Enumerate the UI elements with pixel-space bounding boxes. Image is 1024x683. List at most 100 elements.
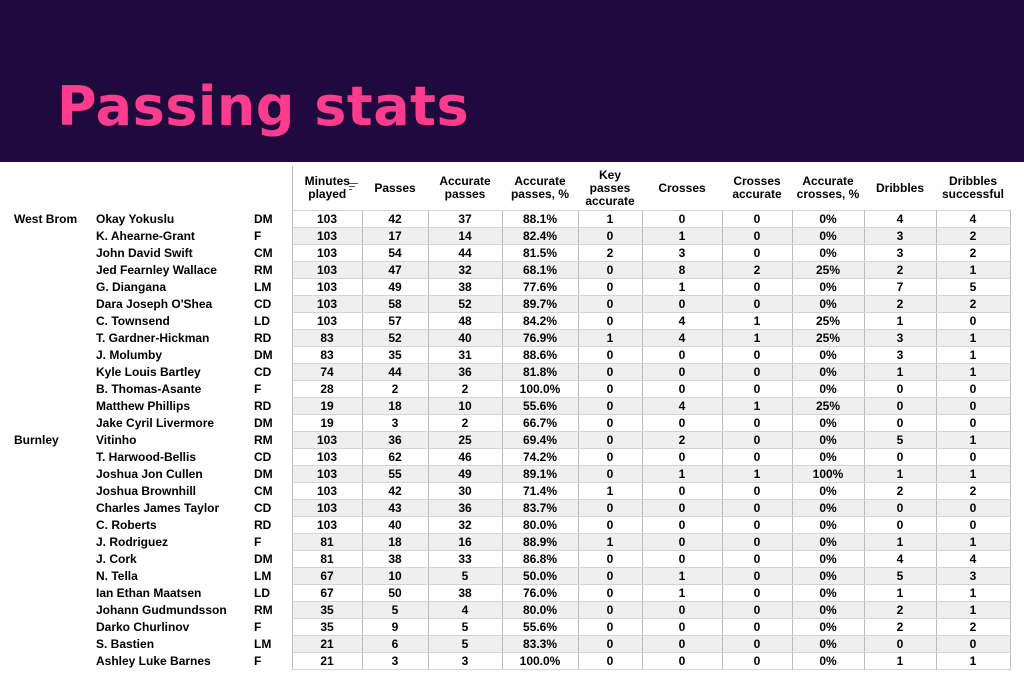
- accurate-passes-cell: 32: [427, 516, 502, 534]
- dribbles-successful-cell: 2: [935, 482, 1011, 500]
- player-name-cell: B. Thomas-Asante: [96, 382, 202, 396]
- dribbles-cell: 0: [863, 397, 936, 415]
- dribbles-cell: 0: [863, 414, 936, 432]
- accurate-crosses-pct-cell: 0%: [791, 499, 864, 517]
- crosses-cell: 0: [641, 414, 722, 432]
- dribbles-cell: 1: [863, 363, 936, 381]
- dribbles-cell: 2: [863, 618, 936, 636]
- dribbles-cell: 1: [863, 652, 936, 670]
- dribbles-cell: 1: [863, 584, 936, 602]
- key-passes-cell: 0: [577, 635, 642, 653]
- table-row: Kyle Louis Bartley CD 74 44 36 81.8% 0 0 0 0% 1 1: [8, 363, 1011, 381]
- crosses-cell: 2: [641, 431, 722, 449]
- passes-cell: 58: [361, 295, 428, 313]
- player-name-cell: C. Roberts: [96, 518, 157, 532]
- crosses-cell: 1: [641, 584, 722, 602]
- player-header: [90, 166, 248, 211]
- player-name-cell: Dara Joseph O'Shea: [96, 297, 213, 311]
- passes-cell: 38: [361, 550, 428, 568]
- table-header-row: Minutes played Passes Accurate passes Ac…: [8, 166, 1010, 211]
- position-cell: CM: [254, 484, 273, 498]
- position-cell: RM: [254, 603, 273, 617]
- crosses-cell: 8: [641, 261, 722, 279]
- accurate-passes-cell: 36: [427, 499, 502, 517]
- minutes-cell: 103: [291, 295, 362, 313]
- position-cell: DM: [254, 467, 273, 481]
- accurate-passes-pct-cell: 66.7%: [501, 414, 578, 432]
- passes-cell: 43: [361, 499, 428, 517]
- dribbles-successful-cell: 2: [935, 295, 1011, 313]
- team-cell: [8, 245, 90, 262]
- minutes-cell: 81: [291, 550, 362, 568]
- crosses-cell: 0: [641, 499, 722, 517]
- player-name-cell: Jake Cyril Livermore: [96, 416, 215, 430]
- dribbles-successful-cell: 0: [935, 414, 1011, 432]
- table-row: N. Tella LM 67 10 5 50.0% 0 1 0 0% 5 3: [8, 567, 1011, 585]
- accurate-passes-cell: 30: [427, 482, 502, 500]
- accurate-passes-cell: 32: [427, 261, 502, 279]
- table-row: J. Cork DM 81 38 33 86.8% 0 0 0 0% 4 4: [8, 550, 1011, 568]
- crosses-cell: 0: [641, 210, 722, 228]
- key-passes-cell: 0: [577, 346, 642, 364]
- dribbles-successful-cell: 1: [935, 652, 1011, 670]
- table-row: J. Molumby DM 83 35 31 88.6% 0 0 0 0% 3 1: [8, 346, 1011, 364]
- dribbles-successful-cell: 1: [935, 431, 1011, 449]
- accurate-passes-pct-cell: 89.1%: [501, 465, 578, 483]
- minutes-cell: 103: [291, 312, 362, 330]
- minutes-cell: 67: [291, 567, 362, 585]
- team-cell: [8, 500, 90, 517]
- accurate-passes-cell: 5: [427, 618, 502, 636]
- crosses-header: Crosses: [658, 180, 706, 195]
- position-cell: LM: [254, 637, 272, 651]
- key-passes-cell: 0: [577, 380, 642, 398]
- passes-cell: 3: [361, 414, 428, 432]
- key-passes-cell: 0: [577, 312, 642, 330]
- dribbles-header: Dribbles: [875, 180, 924, 195]
- player-name-cell: Ashley Luke Barnes: [96, 654, 211, 668]
- accurate-passes-pct-cell: 81.8%: [501, 363, 578, 381]
- dribbles-successful-header: Dribbles successful: [941, 174, 1005, 201]
- key-passes-cell: 0: [577, 567, 642, 585]
- dribbles-successful-cell: 0: [935, 312, 1011, 330]
- table-row: Dara Joseph O'Shea CD 103 58 52 89.7% 0 0 0 0% 2 2: [8, 295, 1011, 313]
- key-passes-cell: 0: [577, 295, 642, 313]
- team-cell: [8, 534, 90, 551]
- crosses-cell: 4: [641, 312, 722, 330]
- passes-cell: 2: [361, 380, 428, 398]
- passes-cell: 54: [361, 244, 428, 262]
- table-row: C. Townsend LD 103 57 48 84.2% 0 4 1 25% 1 0: [8, 312, 1011, 330]
- table-row: Jake Cyril Livermore DM 19 3 2 66.7% 0 0 0 0% 0 0: [8, 414, 1011, 432]
- crosses-cell: 0: [641, 380, 722, 398]
- minutes-cell: 103: [291, 465, 362, 483]
- passes-header: Passes: [374, 180, 416, 195]
- accurate-crosses-pct-cell: 0%: [791, 516, 864, 534]
- passes-cell: 42: [361, 482, 428, 500]
- accurate-passes-cell: 37: [427, 210, 502, 228]
- crosses-accurate-cell: 0: [721, 431, 792, 449]
- accurate-crosses-pct-cell: 0%: [791, 550, 864, 568]
- sort-icon[interactable]: [349, 183, 358, 191]
- minutes-cell: 35: [291, 618, 362, 636]
- minutes-cell: 103: [291, 431, 362, 449]
- position-cell: LD: [254, 586, 270, 600]
- crosses-cell: 0: [641, 346, 722, 364]
- crosses-accurate-cell: 0: [721, 601, 792, 619]
- dribbles-cell: 3: [863, 244, 936, 262]
- key-passes-cell: 0: [577, 465, 642, 483]
- accurate-crosses-pct-cell: 0%: [791, 244, 864, 262]
- accurate-passes-pct-cell: 74.2%: [501, 448, 578, 466]
- passes-cell: 9: [361, 618, 428, 636]
- crosses-accurate-cell: 0: [721, 516, 792, 534]
- minutes-cell: 81: [291, 533, 362, 551]
- accurate-passes-pct-cell: 84.2%: [501, 312, 578, 330]
- table-row: S. Bastien LM 21 6 5 83.3% 0 0 0 0% 0 0: [8, 635, 1011, 653]
- player-name-cell: Joshua Jon Cullen: [96, 467, 203, 481]
- accurate-passes-cell: 52: [427, 295, 502, 313]
- crosses-cell: 0: [641, 550, 722, 568]
- player-name-cell: G. Diangana: [96, 280, 167, 294]
- minutes-played-header[interactable]: Minutes played: [291, 166, 362, 211]
- accurate-passes-cell: 16: [427, 533, 502, 551]
- dribbles-cell: 2: [863, 601, 936, 619]
- team-cell: [8, 551, 90, 568]
- dribbles-cell: 0: [863, 499, 936, 517]
